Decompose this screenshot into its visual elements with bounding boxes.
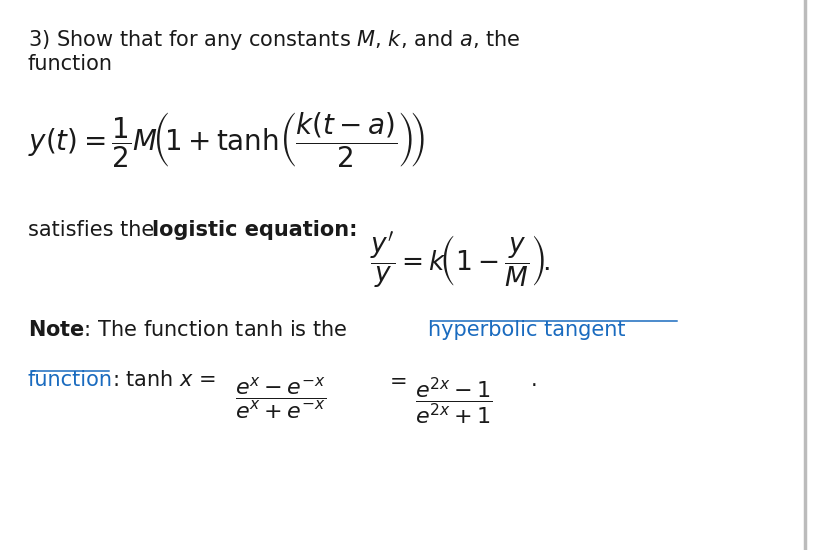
Text: satisfies the: satisfies the: [28, 220, 160, 240]
Text: $\dfrac{e^x - e^{-x}}{e^x + e^{-x}}$: $\dfrac{e^x - e^{-x}}{e^x + e^{-x}}$: [235, 375, 326, 421]
Text: logistic equation:: logistic equation:: [152, 220, 357, 240]
Text: 3) Show that for any constants $\mathit{M}$, $\mathit{k}$, and $\mathit{a}$, the: 3) Show that for any constants $\mathit{…: [28, 28, 520, 52]
Text: $=$: $=$: [385, 370, 406, 390]
Text: $y(t) = \dfrac{1}{2}M\!\left(\!1 + \tanh\!\left(\dfrac{k(t - a)}{2}\right)\!\rig: $y(t) = \dfrac{1}{2}M\!\left(\!1 + \tanh…: [28, 110, 425, 170]
Text: $\dfrac{y'}{y} = k\!\left(1 - \dfrac{y}{M}\right)\!.$: $\dfrac{y'}{y} = k\!\left(1 - \dfrac{y}{…: [370, 230, 550, 292]
Text: function: function: [28, 54, 112, 74]
Text: : tanh $x$ =: : tanh $x$ =: [112, 370, 218, 390]
Text: hyperbolic tangent: hyperbolic tangent: [428, 320, 624, 340]
Text: function: function: [28, 370, 112, 390]
Text: $.$: $.$: [529, 370, 536, 390]
Text: $\mathbf{Note}$: The function tanh is the: $\mathbf{Note}$: The function tanh is th…: [28, 320, 348, 340]
Text: $\dfrac{e^{2x} - 1}{e^{2x} + 1}$: $\dfrac{e^{2x} - 1}{e^{2x} + 1}$: [414, 375, 492, 427]
